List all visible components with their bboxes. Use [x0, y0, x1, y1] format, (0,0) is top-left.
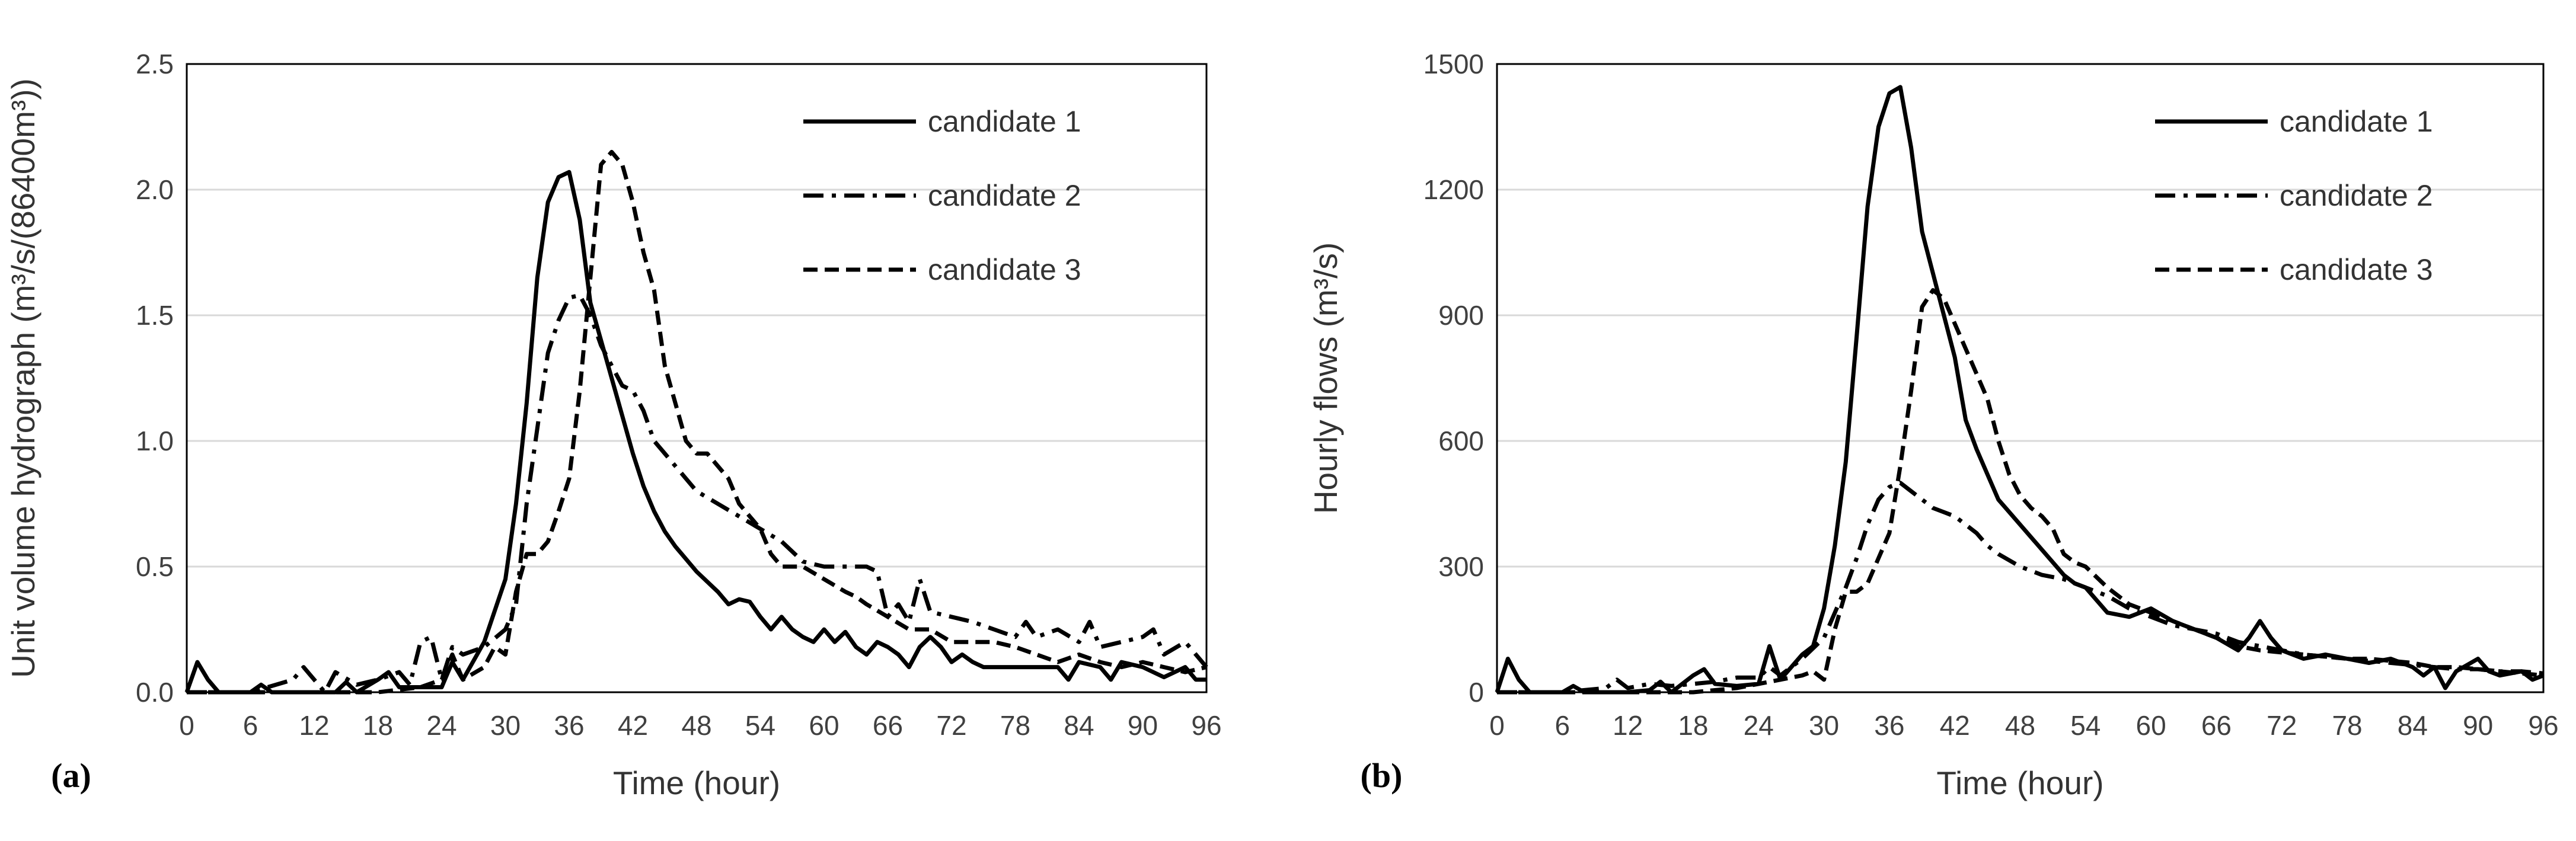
- x-tick-label: 54: [745, 710, 775, 741]
- plot-frame: [186, 63, 1208, 693]
- x-tick-label: 72: [936, 710, 966, 741]
- legend-label: candidate 1: [928, 105, 1081, 138]
- x-axis-title: Time (hour): [613, 765, 780, 801]
- series-line-candidate-2: [187, 293, 1208, 695]
- legend-label: candidate 3: [2280, 253, 2433, 286]
- y-tick-label: 1.0: [136, 426, 174, 456]
- y-tick-label: 600: [1438, 426, 1484, 456]
- x-tick-label: 18: [363, 710, 393, 741]
- x-tick-label: 66: [873, 710, 903, 741]
- x-tick-label: 6: [1555, 710, 1571, 741]
- x-tick-label: 18: [1678, 710, 1708, 741]
- y-tick-label: 2.0: [136, 174, 174, 205]
- x-tick-label: 24: [1744, 710, 1774, 741]
- x-tick-label: 78: [2332, 710, 2362, 741]
- y-tick-label: 1500: [1423, 49, 1484, 79]
- x-tick-label: 54: [2070, 710, 2101, 741]
- y-tick-label: 900: [1438, 300, 1484, 331]
- x-tick-label: 96: [2528, 710, 2558, 741]
- x-axis-title: Time (hour): [1936, 765, 2103, 801]
- x-tick-label: 30: [490, 710, 521, 741]
- x-tick-label: 90: [1128, 710, 1158, 741]
- series-line-candidate-3: [1497, 288, 2544, 695]
- panel-label: (b): [1361, 756, 1403, 795]
- y-axis-title: Unit volume hydrograph (m³/s/(86400m³)): [5, 78, 42, 678]
- series-line-candidate-1: [1495, 85, 2545, 695]
- x-tick-label: 24: [426, 710, 457, 741]
- x-tick-label: 60: [809, 710, 839, 741]
- y-tick-label: 300: [1438, 551, 1484, 582]
- legend-label: candidate 2: [928, 179, 1081, 212]
- y-axis-title: Hourly flows (m³/s): [1307, 242, 1344, 514]
- legend-label: candidate 1: [2280, 105, 2433, 138]
- x-tick-label: 6: [243, 710, 258, 741]
- y-tick-label: 0.0: [136, 677, 174, 708]
- series-line-candidate-3: [187, 149, 1207, 695]
- x-tick-label: 0: [179, 710, 194, 741]
- x-tick-label: 0: [1489, 710, 1505, 741]
- legend-label: candidate 2: [2280, 179, 2433, 212]
- legend: candidate 1 candidate 2 candidate 3: [803, 105, 1081, 286]
- y-tick-label: 1200: [1423, 174, 1484, 205]
- x-tick-label: 60: [2136, 710, 2166, 741]
- x-tick-label: 90: [2463, 710, 2493, 741]
- y-tick-label: 1.5: [136, 300, 174, 331]
- x-tick-label: 36: [1874, 710, 1904, 741]
- x-tick-label: 30: [1809, 710, 1839, 741]
- x-tick-label: 42: [618, 710, 648, 741]
- x-tick-label: 84: [2398, 710, 2428, 741]
- x-tick-label: 36: [554, 710, 584, 741]
- x-tick-label: 48: [681, 710, 711, 741]
- x-tick-label: 66: [2201, 710, 2232, 741]
- y-tick-label: 0: [1469, 677, 1484, 708]
- series-line-candidate-1: [184, 170, 1206, 695]
- x-tick-label: 42: [1940, 710, 1970, 741]
- x-tick-label: 48: [2005, 710, 2035, 741]
- legend-label: candidate 3: [928, 253, 1081, 286]
- panel-a: 0.0 0.5 1.0 1.5 2.0 2.5 0 6 12 18 24 30 36 42 48 54 60 66…: [5, 49, 1222, 801]
- x-tick-label: 72: [2267, 710, 2297, 741]
- plot-frame: [1496, 63, 2545, 693]
- x-tick-label: 78: [1000, 710, 1030, 741]
- y-tick-label: 0.5: [136, 551, 174, 582]
- x-tick-label: 12: [299, 710, 329, 741]
- x-tick-label: 96: [1191, 710, 1221, 741]
- legend: candidate 1 candidate 2 candidate 3: [2155, 105, 2433, 286]
- y-tick-label: 2.5: [136, 49, 174, 79]
- x-tick-label: 84: [1064, 710, 1094, 741]
- panel-label: (a): [51, 756, 91, 795]
- x-tick-label: 12: [1613, 710, 1643, 741]
- panel-b: 0 300 600 900 1200 1500 0 6 12 18 24 30 36 42 48 54 60 66…: [1307, 49, 2559, 801]
- series-line-candidate-2: [1497, 481, 2544, 695]
